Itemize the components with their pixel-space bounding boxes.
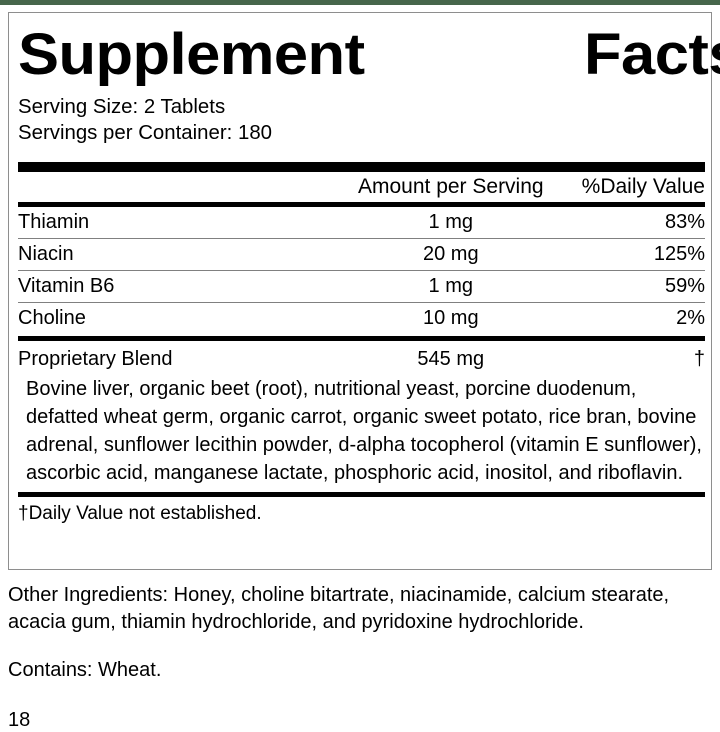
rule-below-header xyxy=(18,202,705,207)
table-row: Niacin 20 mg 125% xyxy=(18,239,705,270)
nutrient-daily-value: 59% xyxy=(664,275,705,297)
nutrient-amount: 1 mg xyxy=(428,211,474,233)
nutrient-name: Choline xyxy=(18,307,86,329)
supplement-facts-panel: Supplement Facts Serving Size: 2 Tablets… xyxy=(8,12,720,570)
column-header-amount-per-serving: Amount per Serving xyxy=(357,175,544,198)
rule-above-blend xyxy=(18,336,705,341)
page-number: 18 xyxy=(8,709,31,731)
other-ingredients-paragraph: Other Ingredients: Honey, choline bitart… xyxy=(8,584,670,633)
serving-info: Serving Size: 2 Tablets Servings per Con… xyxy=(18,94,705,146)
daily-value-footnote: †Daily Value not established. xyxy=(18,503,262,524)
blend-amount: 545 mg xyxy=(417,348,485,370)
nutrient-name: Vitamin B6 xyxy=(18,275,115,297)
nutrient-daily-value: 2% xyxy=(676,307,705,329)
nutrient-rows-table: Thiamin 1 mg 83% Niacin 20 mg 125% Vitam… xyxy=(18,207,705,334)
brand-color-band xyxy=(0,0,720,5)
servings-per-container-line: Servings per Container: 180 xyxy=(18,122,273,144)
blend-daily-value-dagger: † xyxy=(693,348,705,370)
nutrient-amount: 20 mg xyxy=(422,243,479,265)
table-row: Choline 10 mg 2% xyxy=(18,303,705,334)
row-divider xyxy=(18,270,705,271)
nutrient-amount: 1 mg xyxy=(428,275,474,297)
table-header-row: Amount per Serving %Daily Value xyxy=(18,172,705,202)
column-header-name xyxy=(18,172,341,202)
nutrient-name: Thiamin xyxy=(18,211,90,233)
row-divider xyxy=(18,302,705,303)
rule-above-footnote xyxy=(18,492,705,497)
allergen-contains-paragraph: Contains: Wheat. xyxy=(8,659,162,681)
blend-ingredient-list: Bovine liver, organic beet (root), nutri… xyxy=(26,378,702,484)
panel-title-word-facts: Facts xyxy=(584,22,720,87)
rule-above-header xyxy=(18,162,705,172)
nutrient-daily-value: 125% xyxy=(653,243,705,265)
row-divider xyxy=(18,238,705,239)
blend-header-row: Proprietary Blend 545 mg † xyxy=(18,341,705,375)
blend-name: Proprietary Blend xyxy=(18,348,173,370)
serving-size-line: Serving Size: 2 Tablets xyxy=(18,96,226,118)
table-row: Thiamin 1 mg 83% xyxy=(18,207,705,238)
nutrition-table: Amount per Serving %Daily Value xyxy=(18,172,705,202)
nutrient-name: Niacin xyxy=(18,243,74,265)
proprietary-blend-table: Proprietary Blend 545 mg † xyxy=(18,341,705,375)
nutrient-daily-value: 83% xyxy=(664,211,705,233)
column-header-daily-value: %Daily Value xyxy=(581,175,705,198)
nutrient-amount: 10 mg xyxy=(422,307,479,329)
label-footer-text: Other Ingredients: Honey, choline bitart… xyxy=(8,582,714,732)
table-row: Vitamin B6 1 mg 59% xyxy=(18,271,705,302)
panel-title: Supplement Facts xyxy=(18,24,720,86)
panel-title-word-supplement: Supplement xyxy=(18,22,365,87)
